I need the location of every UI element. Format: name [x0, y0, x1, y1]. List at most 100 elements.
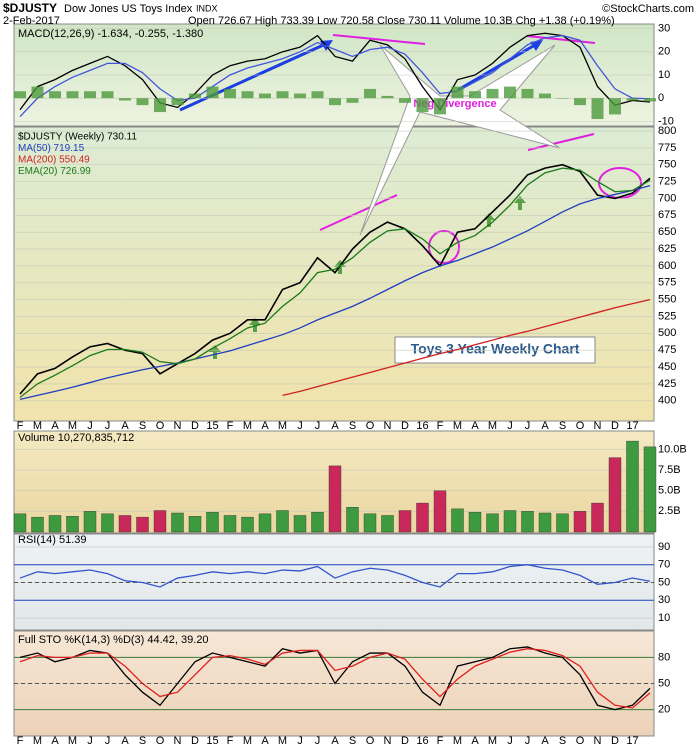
x-tick-label: J — [507, 420, 513, 432]
volume-bar — [293, 515, 307, 533]
x-tick-label: S — [559, 420, 566, 432]
y-tick-label: 625 — [658, 243, 676, 255]
x-tick-label: M — [453, 735, 462, 747]
volume-bar — [573, 511, 587, 533]
x-tick-label: J — [105, 420, 111, 432]
series-line — [19, 32, 651, 111]
histogram-bar — [626, 98, 639, 101]
series-line — [19, 185, 651, 401]
y-tick-label: 20 — [658, 46, 670, 58]
histogram-bar — [259, 93, 271, 99]
x-tick-label: N — [174, 735, 182, 747]
histogram-bar — [49, 91, 61, 99]
histogram-bar — [539, 93, 551, 99]
x-tick-label: D — [191, 735, 199, 747]
histogram-bar — [101, 91, 114, 99]
y-tick-label: 750 — [658, 159, 676, 171]
series-line — [19, 646, 651, 711]
x-tick-label: M — [243, 735, 252, 747]
x-tick-label: 15 — [206, 420, 218, 432]
x-tick-label: S — [139, 735, 146, 747]
volume-bar — [13, 513, 27, 533]
x-tick-label: N — [594, 735, 602, 747]
x-tick-label: 16 — [416, 735, 428, 747]
x-tick-label: O — [576, 735, 585, 747]
volume-bar — [503, 510, 517, 533]
histogram-bar — [206, 86, 219, 99]
x-tick-label: S — [559, 735, 566, 747]
date: 2-Feb-2017 — [3, 15, 60, 27]
volume-bar — [416, 502, 429, 533]
series-line — [282, 298, 651, 397]
divergence-line — [319, 194, 398, 231]
x-tick-label: S — [349, 735, 356, 747]
annotation: Toys 3 Year Weekly Chart — [411, 341, 580, 357]
x-tick-label: J — [87, 420, 93, 432]
x-tick-label: M — [453, 420, 462, 432]
volume-bar — [311, 511, 324, 533]
x-tick-label: A — [261, 420, 269, 432]
x-tick-label: J — [525, 735, 531, 747]
series-line — [19, 163, 651, 395]
histogram-bar — [66, 91, 79, 99]
y-tick-label: 500 — [658, 327, 676, 339]
series-line — [19, 167, 651, 398]
volume-bar — [206, 511, 219, 533]
volume-bar — [608, 457, 622, 533]
quote: Open 726.67 High 733.39 Low 720.58 Close… — [188, 15, 615, 27]
y-tick-label: 775 — [658, 142, 676, 154]
x-tick-label: A — [541, 735, 549, 747]
x-tick-label: A — [331, 420, 339, 432]
volume-bar — [66, 516, 79, 533]
histogram-bar — [644, 98, 656, 102]
y-tick-label: 30 — [658, 594, 670, 606]
series-line — [19, 648, 651, 709]
histogram-bar — [521, 88, 534, 99]
x-tick-label: F — [17, 735, 24, 747]
legend-entry: $DJUSTY (Weekly) 730.11 — [18, 132, 137, 143]
volume-bar — [363, 513, 377, 533]
legend-entry: EMA(20) 726.99 — [18, 166, 91, 177]
x-tick-label: J — [105, 735, 111, 747]
volume-bar — [153, 510, 167, 533]
x-tick-label: M — [278, 420, 287, 432]
volume-bar — [346, 507, 359, 533]
histogram-bar — [486, 88, 499, 99]
x-tick-label: J — [525, 420, 531, 432]
x-tick-label: A — [121, 735, 129, 747]
copyright: ©StockCharts.com — [602, 3, 694, 15]
x-tick-label: F — [227, 420, 234, 432]
x-tick-label: N — [174, 420, 182, 432]
histogram-bar — [31, 86, 44, 99]
y-tick-label: 80 — [658, 651, 670, 663]
histogram-bar — [504, 86, 516, 99]
volume-bar — [468, 511, 482, 533]
histogram-bar — [241, 91, 254, 99]
x-tick-label: N — [594, 420, 602, 432]
x-tick-label: A — [471, 420, 479, 432]
y-tick-label: 575 — [658, 277, 676, 289]
x-tick-label: A — [51, 420, 59, 432]
panel-price — [13, 126, 655, 422]
x-tick-label: M — [68, 735, 77, 747]
blue-arrow — [457, 40, 541, 92]
volume-bar — [101, 513, 114, 533]
x-tick-label: F — [227, 735, 234, 747]
histogram-bar — [451, 86, 464, 99]
panel-title: Full STO %K(14,3) %D(3) 44.42, 39.20 — [18, 634, 209, 646]
y-tick-label: 10 — [658, 612, 670, 624]
x-tick-label: A — [51, 735, 59, 747]
x-tick-label: N — [384, 735, 392, 747]
y-tick-label: 50 — [658, 677, 670, 689]
x-tick-label: S — [139, 420, 146, 432]
y-tick-label: 550 — [658, 294, 676, 306]
series-line — [19, 564, 651, 588]
x-tick-label: A — [541, 420, 549, 432]
volume-bar — [643, 446, 657, 533]
histogram-bar — [224, 88, 236, 99]
histogram-bar — [364, 88, 376, 99]
histogram-bar — [171, 98, 184, 106]
volume-bar — [381, 515, 394, 533]
x-tick-label: J — [297, 735, 303, 747]
histogram-bar — [399, 98, 411, 103]
